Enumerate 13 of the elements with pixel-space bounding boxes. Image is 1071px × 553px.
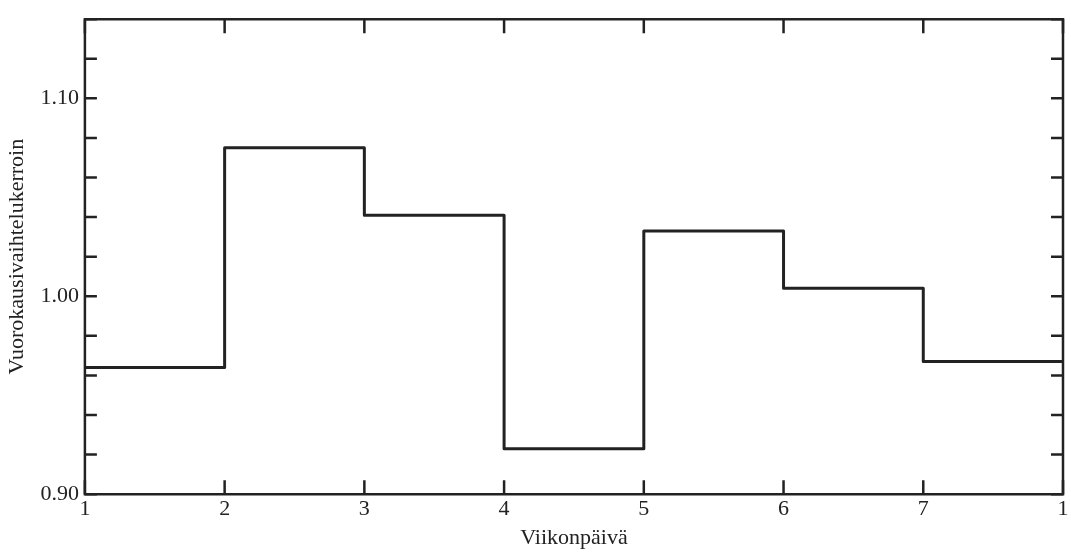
x-tick-label: 2 [219,495,231,521]
x-axis-title: Viikonpäivä [520,523,628,549]
x-tick-label: 1 [79,495,91,521]
y-axis-title: Vuorokausivaihtelukerroin [2,138,28,375]
x-tick-label: 1 [1057,495,1069,521]
x-tick-label: 6 [778,495,790,521]
y-tick-label: 0.90 [40,479,79,505]
x-tick-label: 3 [358,495,370,521]
y-tick-label: 1.10 [40,84,79,110]
x-tick-label: 4 [498,495,510,521]
y-tick-label: 1.00 [40,282,79,308]
x-tick-label: 7 [917,495,929,521]
x-tick-label: 5 [638,495,650,521]
